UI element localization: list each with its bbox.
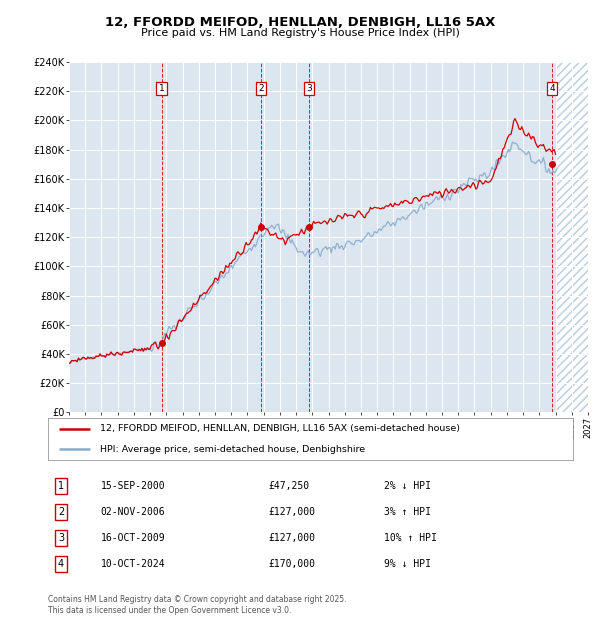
Text: 1: 1 [58, 481, 64, 491]
Text: 16-OCT-2009: 16-OCT-2009 [101, 533, 165, 543]
Text: £127,000: £127,000 [269, 533, 316, 543]
Bar [69, 62, 556, 412]
Text: 3% ↑ HPI: 3% ↑ HPI [384, 507, 431, 517]
Text: 12, FFORDD MEIFOD, HENLLAN, DENBIGH, LL16 5AX (semi-detached house): 12, FFORDD MEIFOD, HENLLAN, DENBIGH, LL1… [101, 424, 461, 433]
Text: 1: 1 [159, 84, 164, 93]
Text: £127,000: £127,000 [269, 507, 316, 517]
Text: Contains HM Land Registry data © Crown copyright and database right 2025.
This d: Contains HM Land Registry data © Crown c… [48, 595, 347, 614]
Text: 15-SEP-2000: 15-SEP-2000 [101, 481, 165, 491]
Text: 4: 4 [550, 84, 555, 93]
Text: HPI: Average price, semi-detached house, Denbighshire: HPI: Average price, semi-detached house,… [101, 445, 365, 454]
Text: Price paid vs. HM Land Registry's House Price Index (HPI): Price paid vs. HM Land Registry's House … [140, 28, 460, 38]
Text: 3: 3 [58, 533, 64, 543]
Text: 3: 3 [306, 84, 312, 93]
Text: 10% ↑ HPI: 10% ↑ HPI [384, 533, 437, 543]
Text: 12, FFORDD MEIFOD, HENLLAN, DENBIGH, LL16 5AX: 12, FFORDD MEIFOD, HENLLAN, DENBIGH, LL1… [105, 16, 495, 29]
Text: 2: 2 [58, 507, 64, 517]
Bar [556, 62, 588, 412]
Text: 2: 2 [258, 84, 264, 93]
Text: 02-NOV-2006: 02-NOV-2006 [101, 507, 165, 517]
Text: 2% ↓ HPI: 2% ↓ HPI [384, 481, 431, 491]
Text: £47,250: £47,250 [269, 481, 310, 491]
Text: 4: 4 [58, 559, 64, 569]
Text: £170,000: £170,000 [269, 559, 316, 569]
Text: 9% ↓ HPI: 9% ↓ HPI [384, 559, 431, 569]
Text: 10-OCT-2024: 10-OCT-2024 [101, 559, 165, 569]
Bar [556, 62, 588, 412]
